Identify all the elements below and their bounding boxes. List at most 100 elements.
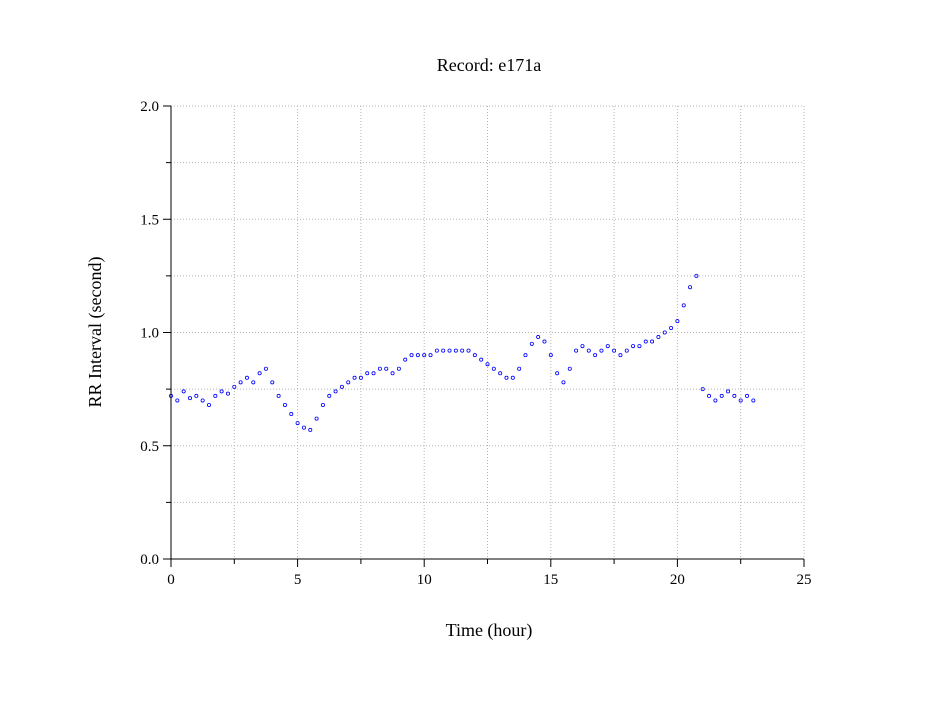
data-point — [219, 389, 224, 394]
data-point — [498, 371, 503, 376]
y-tick-label: 0.0 — [140, 552, 159, 568]
data-point — [428, 353, 433, 358]
data-point — [624, 348, 629, 353]
data-point — [631, 344, 636, 349]
data-point — [536, 335, 541, 340]
data-point — [643, 339, 648, 344]
data-point — [327, 393, 332, 398]
data-point — [542, 339, 547, 344]
x-tick-label: 10 — [417, 572, 432, 588]
data-point — [346, 380, 351, 385]
data-point — [213, 393, 218, 398]
data-point — [669, 325, 674, 330]
data-point — [175, 398, 180, 403]
data-point — [232, 384, 237, 389]
data-point — [491, 366, 496, 371]
data-point — [593, 353, 598, 358]
data-point — [358, 375, 363, 380]
x-axis-label: Time (hour) — [446, 620, 533, 641]
data-point — [586, 348, 591, 353]
axes-layer: 0 5 10 15 20 25 0.0 0.5 1.0 1.5 2.0 — [140, 99, 811, 588]
data-point — [447, 348, 452, 353]
data-point — [396, 366, 401, 371]
data-point — [656, 335, 661, 340]
data-point — [681, 303, 686, 308]
grid-layer — [171, 105, 805, 559]
data-point — [523, 353, 528, 358]
data-point — [206, 402, 211, 407]
data-point — [238, 380, 243, 385]
data-point — [694, 273, 699, 278]
y-axis-label: RR Interval (second) — [85, 257, 106, 408]
data-point — [460, 348, 465, 353]
data-point — [504, 375, 509, 380]
data-point — [390, 371, 395, 376]
data-point — [688, 285, 693, 290]
data-point — [700, 387, 705, 392]
chart-title: Record: e171a — [437, 55, 541, 75]
data-point — [713, 398, 718, 403]
data-point — [251, 380, 256, 385]
data-point — [529, 341, 534, 346]
data-point — [194, 393, 199, 398]
data-point — [301, 425, 306, 430]
data-point — [637, 344, 642, 349]
data-point — [314, 416, 319, 421]
data-point — [517, 366, 522, 371]
data-point — [365, 371, 370, 376]
data-point — [441, 348, 446, 353]
data-point — [371, 371, 376, 376]
data-point — [244, 375, 249, 380]
data-point — [377, 366, 382, 371]
data-point — [738, 398, 743, 403]
x-tick-label: 5 — [294, 572, 302, 588]
data-point — [510, 375, 515, 380]
data-point — [662, 330, 667, 335]
data-point — [339, 384, 344, 389]
data-point — [472, 353, 477, 358]
data-point — [289, 412, 294, 417]
data-point — [276, 393, 281, 398]
data-point — [422, 353, 427, 358]
data-point — [561, 380, 566, 385]
data-point — [225, 391, 230, 396]
y-tick-label: 1.0 — [140, 326, 159, 342]
data-point — [567, 366, 572, 371]
data-point — [599, 348, 604, 353]
data-point — [707, 393, 712, 398]
data-point — [187, 396, 192, 401]
x-tick-label: 25 — [797, 572, 812, 588]
y-tick-label: 2.0 — [140, 99, 159, 115]
data-point — [181, 389, 186, 394]
x-tick-label: 20 — [670, 572, 685, 588]
data-point — [726, 389, 731, 394]
data-point — [650, 339, 655, 344]
y-tick-label: 1.5 — [140, 212, 159, 228]
y-tick-label: 0.5 — [140, 439, 159, 455]
data-point — [485, 362, 490, 367]
data-point — [415, 353, 420, 358]
data-point — [555, 371, 560, 376]
x-tick-label: 0 — [167, 572, 175, 588]
data-point — [320, 402, 325, 407]
data-point — [732, 393, 737, 398]
data-point — [352, 375, 357, 380]
data-point — [333, 389, 338, 394]
data-point — [745, 393, 750, 398]
data-point — [308, 427, 313, 432]
data-point — [403, 357, 408, 362]
data-point — [434, 348, 439, 353]
data-point — [466, 348, 471, 353]
data-point — [453, 348, 458, 353]
data-point — [548, 353, 553, 358]
data-point — [479, 357, 484, 362]
data-point — [751, 398, 756, 403]
data-point — [612, 348, 617, 353]
data-point — [295, 421, 300, 426]
data-point — [282, 402, 287, 407]
data-point — [200, 398, 205, 403]
data-point — [257, 371, 262, 376]
data-point — [263, 366, 268, 371]
